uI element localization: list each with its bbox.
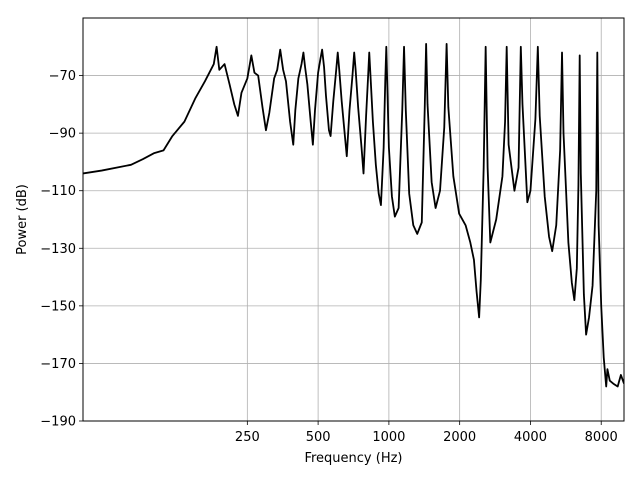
y-tick-label: −150 [40, 299, 76, 314]
x-tick-label: 500 [306, 430, 331, 445]
y-tick-label: −190 [40, 415, 76, 430]
series-layer [83, 43, 624, 388]
y-tick-label: −110 [40, 184, 76, 199]
y-tick-label: −170 [40, 357, 76, 372]
y-tick-label: −90 [49, 127, 76, 142]
x-axis-label: Frequency (Hz) [304, 451, 402, 466]
x-tick-label: 250 [235, 430, 260, 445]
x-tick-label: 2000 [443, 430, 476, 445]
x-tick-label: 1000 [372, 430, 405, 445]
y-axis-label: Power (dB) [15, 184, 30, 255]
y-axis-ticks: −70 −90 −110 −130 −150 −170 −190 [40, 69, 83, 430]
y-tick-label: −130 [40, 242, 76, 257]
series-line [83, 43, 624, 388]
plot-frame [82, 17, 625, 422]
x-tick-label: 8000 [585, 430, 618, 445]
x-tick-label: 4000 [514, 430, 547, 445]
y-tick-label: −70 [49, 69, 76, 84]
x-axis-ticks: 250 500 1000 2000 4000 8000 [235, 421, 618, 445]
